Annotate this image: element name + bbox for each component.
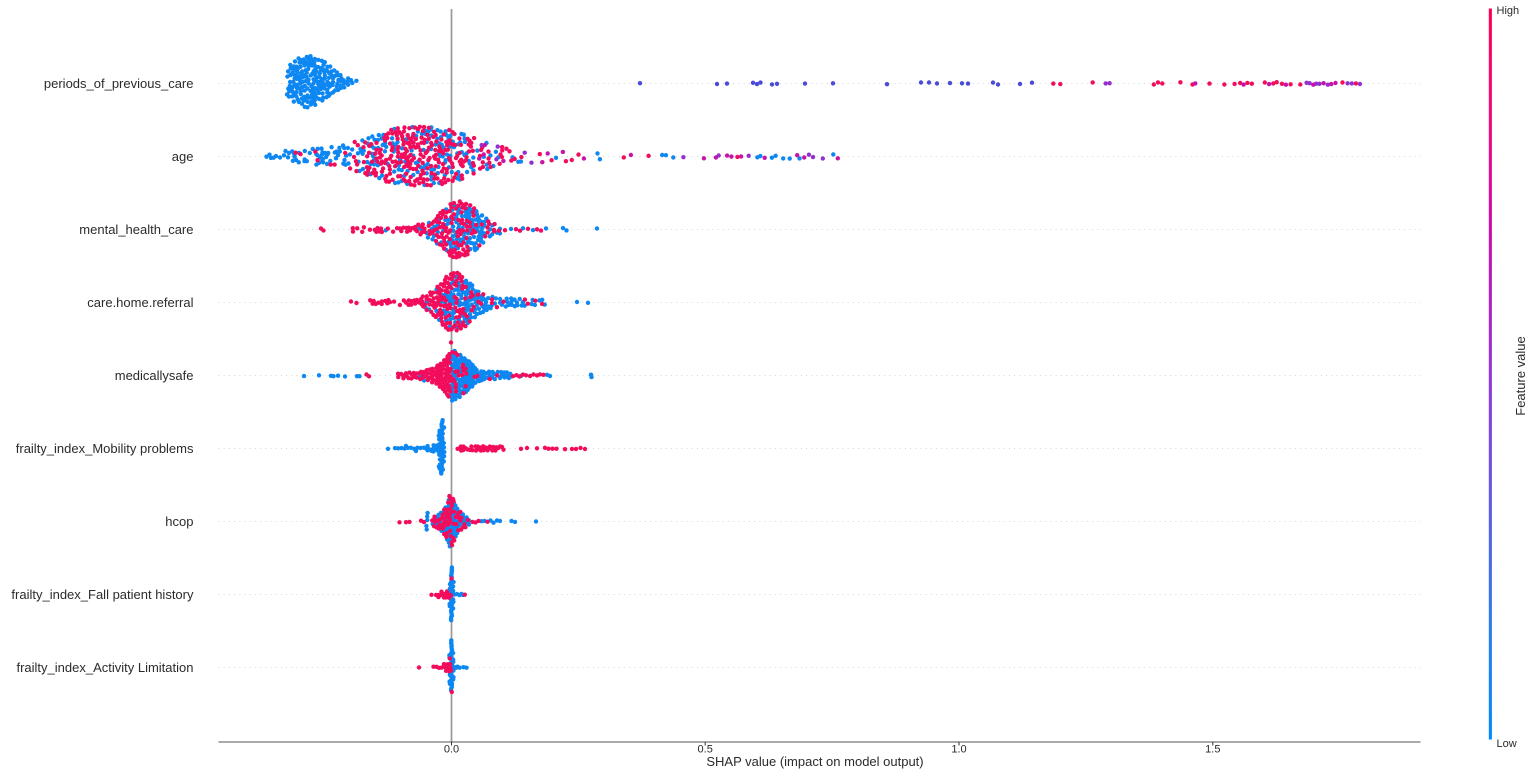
svg-text:age: age xyxy=(172,149,194,164)
svg-text:0.5: 0.5 xyxy=(698,744,713,756)
svg-text:mental_health_care: mental_health_care xyxy=(79,222,193,237)
svg-text:1.0: 1.0 xyxy=(951,744,966,756)
svg-text:frailty_index_Mobility problem: frailty_index_Mobility problems xyxy=(16,441,194,456)
svg-text:periods_of_previous_care: periods_of_previous_care xyxy=(44,76,194,91)
svg-text:High: High xyxy=(1497,5,1520,17)
svg-text:frailty_index_Fall patient his: frailty_index_Fall patient history xyxy=(11,587,194,602)
svg-text:Low: Low xyxy=(1497,738,1517,750)
svg-text:hcop: hcop xyxy=(165,514,193,529)
svg-text:Feature value: Feature value xyxy=(1513,336,1528,416)
svg-text:medicallysafe: medicallysafe xyxy=(115,368,194,383)
svg-text:0.0: 0.0 xyxy=(444,744,459,756)
svg-text:care.home.referral: care.home.referral xyxy=(87,295,193,310)
svg-text:1.5: 1.5 xyxy=(1205,744,1220,756)
svg-text:frailty_index_Activity Limitat: frailty_index_Activity Limitation xyxy=(16,660,193,675)
svg-text:SHAP value (impact on model ou: SHAP value (impact on model output) xyxy=(706,754,923,769)
